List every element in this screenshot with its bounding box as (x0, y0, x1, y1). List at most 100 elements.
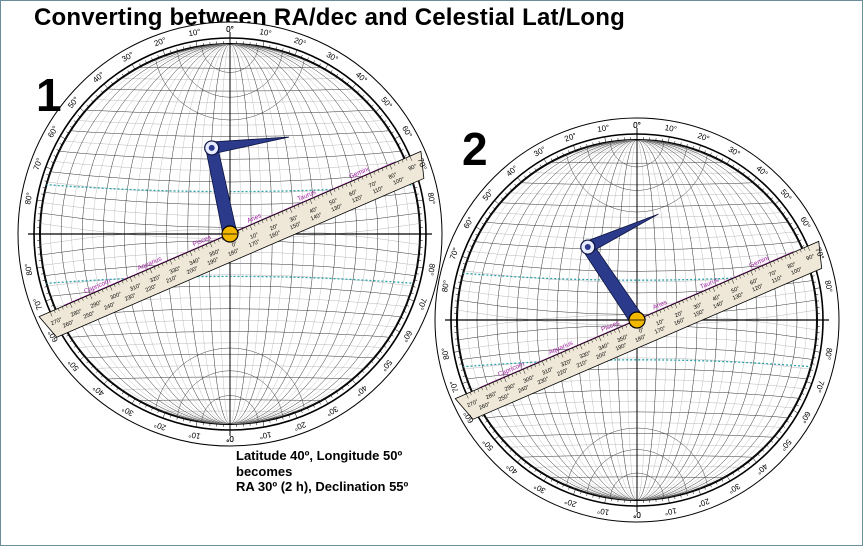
ruler-label-bottom: 130° (732, 292, 745, 302)
ruler-label-top: 340° (189, 257, 202, 267)
ring-degree-label: 10° (664, 506, 677, 517)
ruler-label-bottom: 120° (751, 283, 764, 293)
ring-degree-label: 0° (226, 434, 234, 443)
ruler-label-bottom: 260° (62, 319, 75, 329)
ring-degree-label: 0° (226, 434, 234, 443)
ruler-label-bottom: 210° (576, 359, 589, 369)
ring-degree-label: 0° (633, 510, 641, 519)
ring-degree-label: 70° (448, 246, 461, 260)
ring-degree-label: 70° (813, 379, 826, 393)
ring-degree-label: 80° (823, 347, 834, 360)
ruler-label-top: 310° (129, 283, 142, 293)
ring-degree-label: 20° (293, 420, 307, 433)
ruler-label-bottom: 210° (165, 275, 178, 285)
ruler-label-bottom: 130° (331, 203, 344, 213)
ruler-label-bottom: 110° (771, 275, 784, 285)
caption-line-3: RA 30º (2 h), Declination 55º (236, 479, 409, 494)
ruler-label-bottom: 170° (654, 326, 667, 336)
ring-degree-label: 0° (226, 25, 234, 34)
ruler-label-top: 90° (806, 254, 816, 263)
ring-degree-label: 70° (416, 297, 429, 311)
ring-degree-label: 70° (416, 157, 429, 171)
ring-degree-label: 20° (563, 496, 577, 509)
ring-degree-label: 0° (226, 25, 234, 34)
ruler-label-bottom: 100° (393, 176, 406, 186)
ring-degree-label: 70° (32, 297, 45, 311)
ruler-label-bottom: 180° (634, 334, 647, 344)
ruler-label-top: 70° (768, 270, 778, 279)
ruler-label-top: 20° (674, 310, 684, 319)
ring-degree-label: 80° (23, 192, 34, 205)
ruler-label-bottom: 190° (615, 342, 628, 352)
ring-degree-label: 20° (696, 131, 710, 144)
ruler-label-top: 40° (309, 206, 319, 215)
ruler-label-bottom: 150° (289, 221, 302, 231)
ruler-label-bottom: 220° (556, 368, 569, 378)
ruler-label-top: 50° (731, 286, 741, 295)
ruler-label-top: 280° (70, 308, 83, 318)
ring-degree-label: 10° (188, 27, 201, 38)
ruler-label-bottom: 220° (145, 284, 158, 294)
ring-degree-label: 80° (440, 280, 451, 293)
ring-degree-label: 10° (597, 506, 610, 517)
ruler-label-bottom: 200° (186, 266, 199, 276)
ruler-label-bottom: 250° (498, 393, 511, 403)
ruler-label-top: 40° (712, 294, 722, 303)
ruler-label-top: 10° (655, 318, 665, 327)
caption: Latitude 40º, Longitude 50º becomes RA 3… (236, 448, 408, 495)
ruler-label-bottom: 170° (248, 239, 261, 249)
ruler-label-bottom: 110° (372, 186, 385, 196)
ring-degree-label: 10° (188, 430, 201, 441)
ruler-label-bottom: 190° (207, 257, 220, 267)
ruler-label-bottom: 180° (227, 248, 240, 258)
ruler-label-top: 80° (388, 172, 398, 181)
ruler-label-top: 330° (579, 350, 592, 360)
ring-degree-label: 0° (633, 121, 641, 130)
ruler-label-top: 70° (368, 181, 378, 190)
ruler-label-bottom: 120° (351, 194, 364, 204)
ring-degree-label: 20° (293, 36, 307, 49)
ruler-label-top: 350° (616, 334, 629, 344)
ruler-label-top: 300° (523, 375, 536, 385)
ring-degree-label: 10° (259, 27, 272, 38)
ring-degree-label: 80° (23, 263, 34, 276)
ruler-label-top: 290° (504, 383, 517, 393)
ruler-assembly: 270° 280° 290° 300° 310° 320° 330° 340° 350° 0° 10… (38, 150, 425, 338)
ruler-label-top: 310° (541, 367, 554, 377)
ring-degree-label: 0° (633, 121, 641, 130)
ruler-label-top: 330° (169, 266, 182, 276)
ring-degree-label: 70° (813, 246, 826, 260)
ruler-label-top: 60° (348, 189, 358, 198)
ruler-label-top: 290° (90, 300, 103, 310)
ring-degree-label: 80° (426, 192, 437, 205)
ruler-label-top: 60° (749, 278, 759, 287)
sphere-disc-1: 270°280°290°300°310°320°330°340°350°0°10… (17, 21, 443, 447)
panel-number-1: 1 (36, 69, 62, 121)
caption-line-2: becomes (236, 463, 293, 479)
ring-degree-label: 10° (597, 123, 610, 134)
ruler-label-top: 20° (269, 223, 279, 232)
ruler-label-top: 320° (149, 274, 162, 284)
ruler-label-top: 10° (249, 232, 259, 241)
ruler-label-bottom: 240° (103, 302, 116, 312)
ruler-label-top: 350° (208, 249, 221, 259)
ruler-label-bottom: 150° (693, 309, 706, 319)
ring-degree-label: 20° (563, 131, 577, 144)
ruler-label-bottom: 160° (673, 317, 686, 327)
ruler-label-bottom: 100° (790, 266, 803, 276)
ruler-label-bottom: 140° (310, 212, 323, 222)
ruler-label-top: 0° (231, 241, 238, 249)
ruler-label-bottom: 140° (712, 300, 725, 310)
ring-degree-label: 20° (696, 496, 710, 509)
ring-degree-label: 80° (440, 347, 451, 360)
caption-line-1: Latitude 40º, Longitude 50º (236, 448, 403, 463)
ring-degree-label: 80° (426, 263, 437, 276)
ruler-label-bottom: 160° (269, 230, 282, 240)
ruler-label-top: 30° (289, 215, 299, 224)
ruler-label-top: 280° (485, 391, 498, 401)
panel-number-2: 2 (462, 123, 488, 175)
ruler-label-top: 270° (50, 317, 63, 327)
ruler-label-bottom: 260° (478, 401, 491, 411)
ring-degree-label: 20° (153, 36, 167, 49)
